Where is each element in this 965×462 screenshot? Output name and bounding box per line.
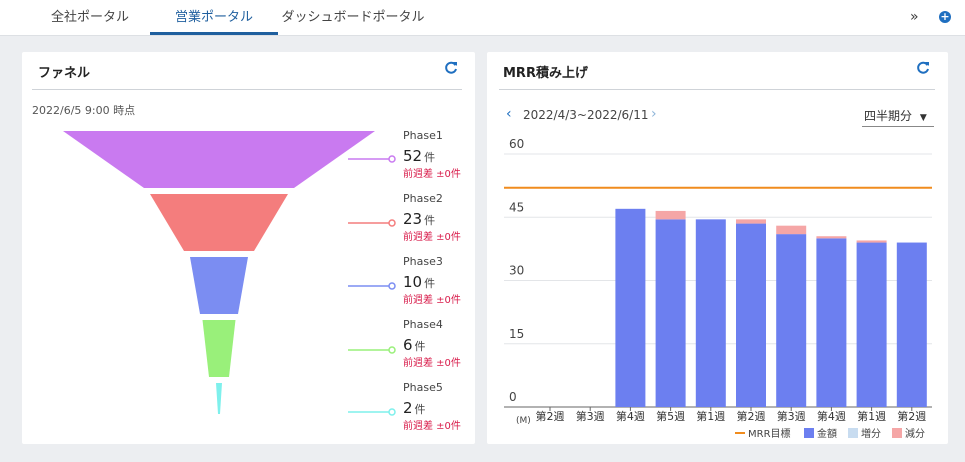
mrr-panel: MRR積み上げ ‹ 2022/4/3~2022/6/11 › 四半期分 ▼ 0 1… [487,52,948,444]
phase-count: 23 [403,210,423,228]
mrr-title: MRR積み上げ [503,66,588,81]
chevron-left-icon[interactable]: ‹ [506,106,512,122]
bar-segment [655,210,686,220]
legend-label: 減分 [905,427,925,440]
legend-label: 増分 [861,427,881,440]
bar-segment [816,238,847,407]
double-chevron-right-icon[interactable]: » [910,9,919,25]
y-tick-label: 30 [509,264,524,278]
phase-name: Phase1 [403,129,443,142]
bar-segment [695,219,726,407]
funnel-tier [202,320,236,377]
legend-label: MRR目標 [748,427,791,440]
phase-name: Phase3 [403,255,443,268]
x-tick-label: 第2週 [897,409,926,423]
phase-diff: 前週差 ±0件 [403,169,461,180]
panel-divider [32,89,462,90]
bar-segment [856,240,887,243]
bar-segment [856,242,887,407]
phase-diff: 前週差 ±0件 [403,295,461,306]
x-tick-label: 第5週 [656,409,685,423]
x-tick-label: 第2週 [737,409,766,423]
select-underline [862,126,934,127]
period-select-value: 四半期分 [864,109,913,123]
phase-name: Phase2 [403,192,443,205]
x-tick-label: 第1週 [696,409,725,423]
panel-divider [499,89,935,90]
phase-unit: 件 [414,403,426,416]
x-tick-label: 第4週 [616,409,645,423]
bar-segment [615,208,646,407]
phase-diff: 前週差 ±0件 [403,421,461,432]
active-tab-indicator [150,32,278,35]
phase-count: 2 [403,399,413,417]
connector-dot [388,155,396,163]
period-label: 2022/4/3~2022/6/11 [523,108,649,122]
legend-swatch [804,428,814,438]
bar-segment [736,219,766,224]
phase-count: 10 [403,273,423,291]
bar-segment [655,219,686,407]
phase-unit: 件 [424,277,436,290]
phase-count: 52 [403,147,423,165]
x-tick-label: 第3週 [777,409,806,423]
funnel-tier [190,257,248,314]
y-tick-label: 15 [509,327,524,341]
x-tick-label: 第2週 [536,409,565,423]
phase-unit: 件 [424,214,436,227]
funnel-panel: ファネル 2022/6/5 9:00 時点 Phase1 52 件 前週差 ±0件… [22,52,475,444]
funnel-chart [63,131,396,416]
phase-3-info: Phase3 10 件 前週差 ±0件 [403,255,493,306]
refresh-icon[interactable] [443,60,459,76]
funnel-tier [63,131,375,188]
chevron-right-icon[interactable]: › [651,106,657,122]
bar-segment [896,242,927,407]
connector-dot [388,219,396,227]
y-tick-label: 45 [509,200,524,214]
phase-unit: 件 [424,151,436,164]
phase-diff: 前週差 ±0件 [403,232,461,243]
refresh-icon[interactable] [915,60,931,76]
funnel-title: ファネル [38,66,91,81]
bar-segment [736,223,766,407]
period-select[interactable]: 四半期分 ▼ [864,107,927,124]
legend-swatch [892,428,902,438]
x-tick-label: 第1週 [857,409,886,423]
funnel-tier [216,383,222,414]
legend-swatch [848,428,858,438]
legend-label: 金額 [817,427,837,440]
y-tick-label: 0 [509,390,517,404]
y-unit-label: (M) [516,416,531,426]
tab-sales-portal[interactable]: 営業ポータル [174,10,253,25]
plus-circle-icon[interactable]: + [939,10,951,23]
connector-dot [388,346,396,354]
x-tick-label: 第4週 [817,409,846,423]
phase-2-info: Phase2 23 件 前週差 ±0件 [403,192,493,243]
connector-dot [388,282,396,290]
phase-diff: 前週差 ±0件 [403,358,461,369]
funnel-timestamp: 2022/6/5 9:00 時点 [32,104,136,117]
mrr-chart: 015304560(M) 第2週 第3週 第4週 第5週 第1週 第2週 第3週 第4週 第1週第… [504,137,932,440]
phase-name: Phase5 [403,381,443,394]
bar-segment [816,236,847,239]
tab-dashboard-portal[interactable]: ダッシュボードポータル [281,10,425,25]
phase-count: 6 [403,336,413,354]
x-tick-label: 第3週 [576,409,605,423]
bar-segment [776,234,807,407]
phase-name: Phase4 [403,318,443,331]
tab-company-portal[interactable]: 全社ポータル [50,10,129,25]
y-tick-label: 60 [509,137,524,151]
caret-down-icon: ▼ [919,113,927,123]
bar-segment [776,225,807,235]
top-navigation: 全社ポータル 営業ポータル ダッシュボードポータル » + [0,0,965,36]
connector-dot [388,408,396,416]
phase-1-info: Phase1 52 件 前週差 ±0件 [403,129,493,180]
phase-unit: 件 [414,340,426,353]
funnel-tier [150,194,288,251]
